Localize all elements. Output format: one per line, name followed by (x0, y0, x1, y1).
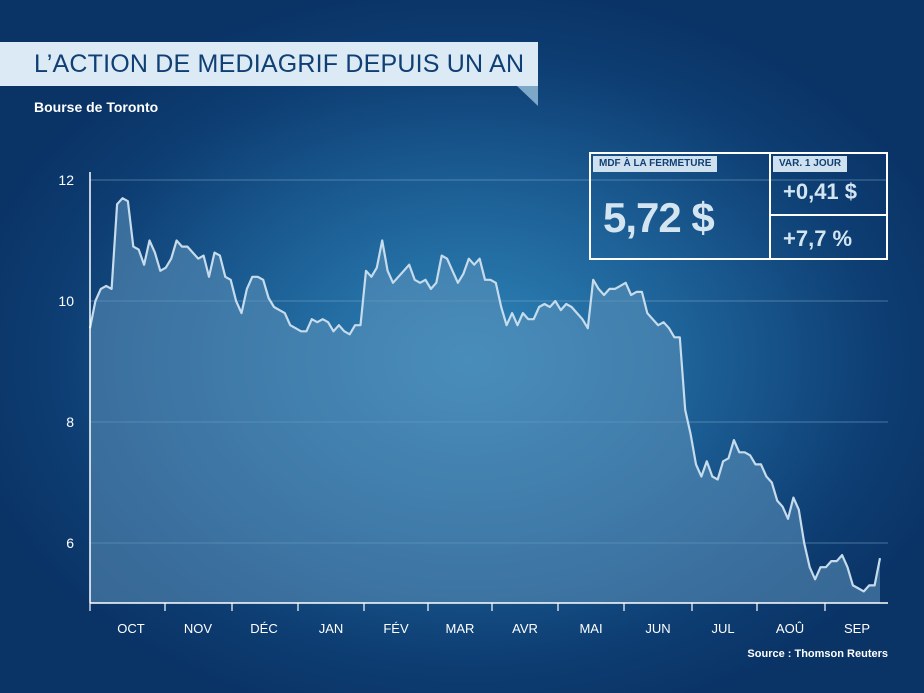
axes (89, 172, 888, 604)
x-tick-label-aoû: AOÛ (776, 621, 804, 636)
close-value-box: MDF À LA FERMETURE 5,72 $ (589, 152, 771, 260)
x-tick-label-jul: JUL (711, 621, 734, 636)
y-tick-label-10: 10 (58, 293, 74, 309)
chart-subtitle: Bourse de Toronto (34, 99, 159, 115)
title-banner-fold (517, 86, 538, 106)
change-pct-box: +7,7 % (769, 214, 888, 260)
y-tick-label-12: 12 (58, 172, 74, 188)
x-tick-label-mar: MAR (446, 621, 475, 636)
x-tick-label-fév: FÉV (383, 621, 409, 636)
y-tick-label-6: 6 (66, 535, 74, 551)
close-label: MDF À LA FERMETURE (593, 156, 718, 172)
y-axis-ticks: 6 8 10 12 (58, 172, 74, 551)
price-line (88, 197, 882, 593)
y-tick-label-8: 8 (66, 414, 74, 430)
x-tick-label-déc: DÉC (250, 621, 277, 636)
x-tick-label-jan: JAN (319, 621, 344, 636)
price-area (90, 198, 880, 603)
x-tick-label-oct: OCT (117, 621, 145, 636)
chart-title: L’ACTION DE MEDIAGRIF DEPUIS UN AN (0, 42, 538, 86)
x-tick-label-jun: JUN (645, 621, 670, 636)
x-tick-label-avr: AVR (512, 621, 538, 636)
close-value: 5,72 $ (603, 194, 715, 241)
change-pct-value: +7,7 % (783, 226, 853, 251)
change-box: VAR. 1 JOUR +0,41 $ (769, 152, 888, 216)
x-tick-label-mai: MAI (579, 621, 602, 636)
change-dollar-value: +0,41 $ (783, 179, 858, 204)
x-axis-ticks: OCT NOV DÉC JAN FÉV MAR AVR MAI JUN JUL AOÛ SEP (89, 603, 870, 636)
chart-source: Source : Thomson Reuters (747, 648, 888, 660)
x-tick-label-sep: SEP (844, 621, 870, 636)
change-label: VAR. 1 JOUR (773, 156, 848, 172)
x-tick-label-nov: NOV (184, 621, 213, 636)
